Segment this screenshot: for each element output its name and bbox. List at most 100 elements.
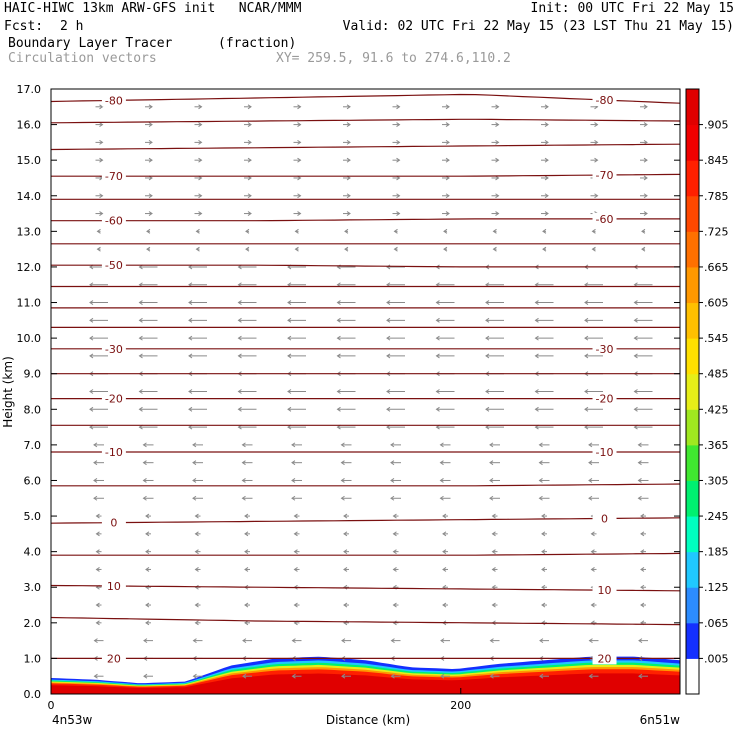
y-axis-title: Height (km) xyxy=(1,356,15,427)
circulation-vector xyxy=(188,389,207,394)
circulation-vector xyxy=(491,211,500,216)
circulation-vector xyxy=(293,567,300,572)
colorbar-label: .665 xyxy=(704,261,729,274)
circulation-vector xyxy=(142,495,154,501)
circulation-vector xyxy=(188,300,207,305)
circulation-vector xyxy=(440,673,450,679)
circulation-vector xyxy=(244,567,250,572)
circulation-vector xyxy=(194,620,201,626)
circulation-vector xyxy=(95,211,104,216)
circulation-vector xyxy=(96,228,101,234)
circulation-vector xyxy=(392,122,401,128)
colorbar-frame xyxy=(685,88,700,695)
circulation-vector xyxy=(192,460,203,466)
circulation-vector xyxy=(244,513,250,519)
circulation-vector xyxy=(386,389,405,394)
circulation-vector xyxy=(291,460,302,466)
circulation-vector xyxy=(192,495,203,501)
circulation-vector xyxy=(194,122,203,128)
circulation-vector xyxy=(343,139,351,145)
circulation-vector xyxy=(392,211,401,216)
circulation-vector xyxy=(435,300,455,305)
y-tick-label: 3.0 xyxy=(24,581,42,594)
circulation-vector xyxy=(491,104,500,110)
y-tick-label: 11.0 xyxy=(17,297,42,310)
circulation-vector xyxy=(641,246,646,252)
circulation-vector xyxy=(245,228,250,234)
circulation-vector xyxy=(192,638,203,644)
circulation-vector xyxy=(138,353,158,359)
circulation-vector xyxy=(340,460,352,466)
contour-label: -80 xyxy=(105,94,123,107)
circulation-vector xyxy=(541,193,549,199)
colorbar-label: .005 xyxy=(704,652,729,665)
axes: 0.0 1.0 2.0 3.0 4.0 5.0 6.0 7.0 8.0 9.0 10.0 11.0 12… xyxy=(17,83,680,712)
tracer-band-6 xyxy=(51,673,680,694)
circulation-vector xyxy=(194,513,201,519)
colorbar-label: .425 xyxy=(704,403,729,416)
circulation-vector xyxy=(489,442,500,448)
circulation-vector xyxy=(491,175,500,181)
circulation-vector xyxy=(188,406,207,412)
contour-label: -80 xyxy=(596,94,614,107)
circulation-vector xyxy=(194,602,201,608)
temperature-contour xyxy=(51,143,680,151)
circulation-vector xyxy=(442,549,448,555)
contour-label: -10 xyxy=(596,446,614,459)
circulation-vector xyxy=(237,353,257,359)
circulation-vector xyxy=(95,193,104,199)
circulation-vector xyxy=(95,139,104,145)
circulation-vector xyxy=(640,602,646,608)
circulation-vector xyxy=(291,673,302,679)
circulation-vector xyxy=(287,335,306,341)
circulation-vector xyxy=(640,549,646,555)
circulation-vector xyxy=(294,228,299,234)
circulation-vector xyxy=(541,531,547,537)
y-tick-label: 6.0 xyxy=(24,474,42,487)
circulation-vector xyxy=(145,549,151,555)
field-units: (fraction) xyxy=(218,36,297,51)
circulation-vector xyxy=(591,246,596,252)
circulation-vector xyxy=(343,584,349,590)
circulation-vector xyxy=(241,442,253,448)
circulation-vector xyxy=(538,495,550,501)
circulation-vector xyxy=(192,673,203,679)
circulation-vector xyxy=(541,157,549,163)
y-tick-label: 0.0 xyxy=(24,688,42,701)
circulation-vector xyxy=(539,673,549,679)
circulation-vector xyxy=(442,193,450,199)
circulation-vector xyxy=(633,406,653,412)
colorbar-swatch xyxy=(686,338,699,375)
colorbar-swatch xyxy=(686,266,699,304)
circulation-vector xyxy=(641,228,646,234)
circulation-vector xyxy=(633,317,653,323)
circulation-vector xyxy=(242,673,252,679)
contour-label: -10 xyxy=(105,446,123,459)
circulation-vector xyxy=(584,300,603,305)
temperature-contour xyxy=(51,552,680,556)
circulation-vector xyxy=(386,335,405,341)
temperature-contour xyxy=(51,584,680,592)
circulation-vector xyxy=(390,460,401,466)
circulation-vector xyxy=(541,513,547,519)
y-tick-label: 13.0 xyxy=(17,225,42,238)
y-tick-label: 10.0 xyxy=(17,332,42,345)
temperature-contour xyxy=(51,218,680,222)
circulation-vector xyxy=(145,157,153,163)
x-axis-title: Distance (km) xyxy=(326,713,410,727)
forecast-label: Fcst: xyxy=(4,19,44,34)
colorbar-swatch xyxy=(686,89,699,126)
circulation-vector xyxy=(287,406,306,412)
circulation-vector xyxy=(442,104,450,110)
circulation-vector xyxy=(343,513,349,519)
circulation-vector xyxy=(489,495,500,501)
circulation-vector xyxy=(336,389,356,394)
colorbar-label: .545 xyxy=(704,332,729,345)
contour-label: 10 xyxy=(598,584,612,597)
colorbar-swatch xyxy=(686,516,699,553)
circulation-vector xyxy=(640,175,648,181)
circulation-vector xyxy=(440,638,450,644)
circulation-vector xyxy=(392,193,401,199)
circulation-vector xyxy=(390,673,401,679)
circulation-vector xyxy=(435,406,455,412)
